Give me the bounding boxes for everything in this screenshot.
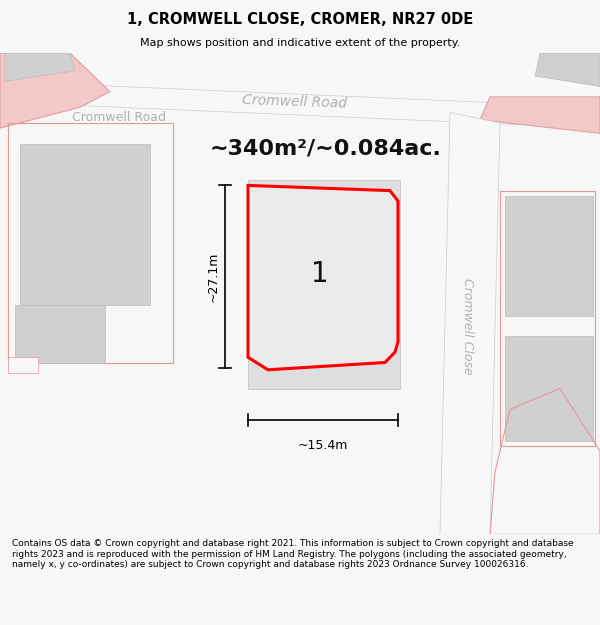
Bar bbox=[505, 336, 593, 441]
Text: ~27.1m: ~27.1m bbox=[206, 251, 220, 302]
Bar bbox=[505, 196, 593, 316]
Polygon shape bbox=[0, 53, 600, 128]
Polygon shape bbox=[248, 186, 398, 370]
Text: 1: 1 bbox=[311, 260, 329, 288]
Bar bbox=[15, 305, 105, 362]
Bar bbox=[500, 191, 595, 446]
Bar bbox=[8, 357, 38, 373]
Polygon shape bbox=[248, 180, 400, 389]
Text: Cromwell Road: Cromwell Road bbox=[72, 111, 166, 124]
Polygon shape bbox=[535, 53, 600, 86]
Polygon shape bbox=[440, 112, 500, 534]
Text: 1, CROMWELL CLOSE, CROMER, NR27 0DE: 1, CROMWELL CLOSE, CROMER, NR27 0DE bbox=[127, 12, 473, 27]
Bar bbox=[8, 123, 173, 362]
Polygon shape bbox=[5, 53, 75, 81]
Text: Cromwell Close: Cromwell Close bbox=[461, 278, 475, 374]
Text: Map shows position and indicative extent of the property.: Map shows position and indicative extent… bbox=[140, 38, 460, 48]
Text: Contains OS data © Crown copyright and database right 2021. This information is : Contains OS data © Crown copyright and d… bbox=[12, 539, 574, 569]
Text: ~15.4m: ~15.4m bbox=[298, 439, 348, 451]
Polygon shape bbox=[0, 53, 110, 128]
Bar bbox=[20, 144, 150, 305]
Text: Cromwell Road: Cromwell Road bbox=[242, 93, 347, 111]
Polygon shape bbox=[480, 97, 600, 133]
Text: ~340m²/~0.084ac.: ~340m²/~0.084ac. bbox=[210, 139, 442, 159]
